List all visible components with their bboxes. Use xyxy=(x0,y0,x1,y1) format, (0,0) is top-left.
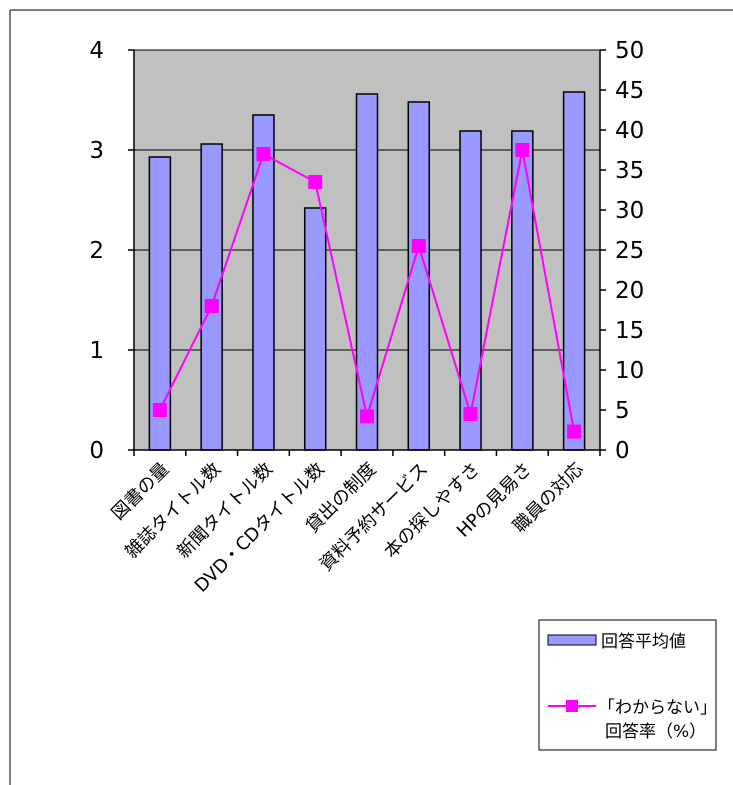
y-right-tick-label: 50 xyxy=(615,38,644,64)
y-right-tick-label: 40 xyxy=(615,118,644,144)
line-series xyxy=(152,143,582,439)
legend-bar-label: 回答平均値 xyxy=(601,632,686,652)
legend: 回答平均値 「わからない」 回答率（%） xyxy=(538,619,717,751)
y-left-tick-label: 2 xyxy=(89,238,104,264)
legend-line-label-2: 回答率（%） xyxy=(605,722,706,742)
line-point xyxy=(567,424,582,439)
y-right-tick-label: 10 xyxy=(615,358,644,384)
bar xyxy=(303,207,327,451)
line-point xyxy=(411,239,426,253)
legend-line-label-1: 「わからない」 xyxy=(598,698,717,718)
line-point xyxy=(256,147,271,161)
bar-series xyxy=(148,91,586,451)
y-left-tick-label: 1 xyxy=(89,338,104,364)
y-right-tick-label: 45 xyxy=(615,78,644,104)
bar xyxy=(459,130,482,451)
y-right-tick-label: 25 xyxy=(615,238,644,264)
category-labels: 図書の量雑誌タイトル数新聞タイトル数DVD・CDタイトル数貸出の制度資料予約サー… xyxy=(108,459,588,597)
y-right-tick-label: 35 xyxy=(615,158,644,184)
bar xyxy=(407,101,431,451)
y-right-tick-label: 20 xyxy=(615,278,644,304)
line-point xyxy=(360,409,374,424)
y-right-tick-label: 5 xyxy=(615,398,630,424)
bar xyxy=(511,130,534,451)
y-left-tick-label: 3 xyxy=(89,138,104,164)
y-left-tick-label: 4 xyxy=(89,38,104,64)
legend-bar-swatch xyxy=(547,634,597,646)
y-right-tick-label: 15 xyxy=(615,318,644,344)
line-point xyxy=(463,407,478,421)
y-right-tick-label: 0 xyxy=(615,438,630,464)
y-right-tick-label: 30 xyxy=(615,198,644,224)
y-left-tick-label: 0 xyxy=(89,438,104,464)
bar xyxy=(200,143,223,451)
line-point xyxy=(515,143,530,157)
legend-line-marker xyxy=(566,700,578,712)
line-point xyxy=(308,175,323,189)
line-point xyxy=(152,403,167,417)
line-point xyxy=(204,299,219,313)
bar xyxy=(355,93,379,451)
bar xyxy=(252,114,275,451)
